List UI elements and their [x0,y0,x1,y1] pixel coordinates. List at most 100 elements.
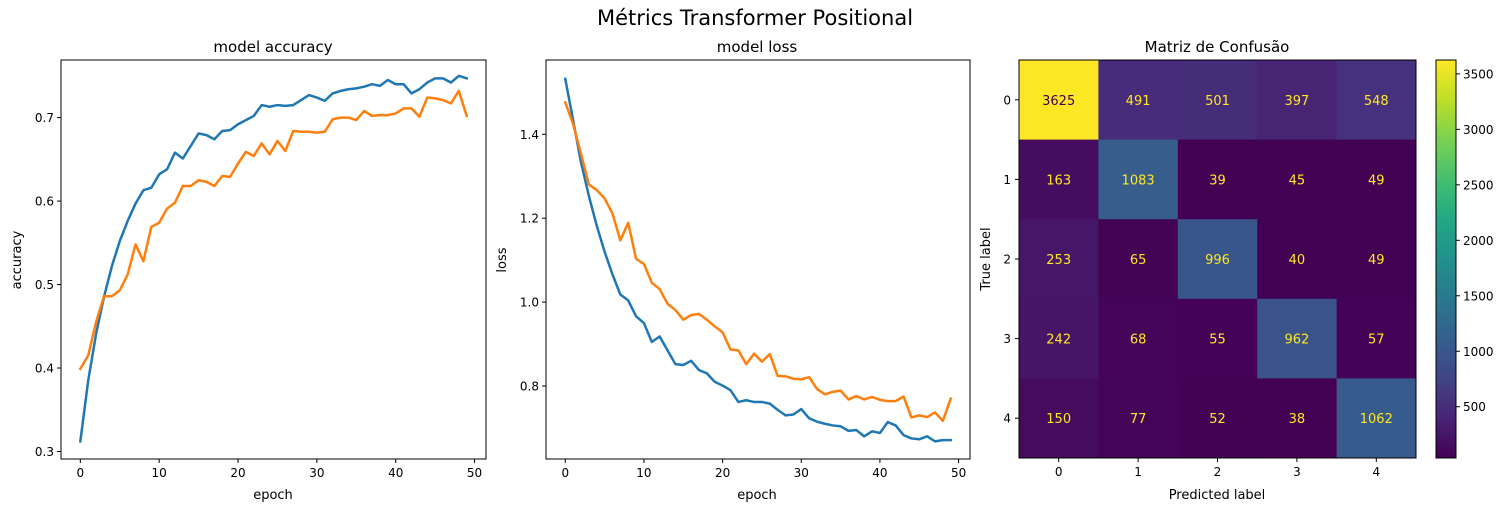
accuracy-chart-title: model accuracy [213,38,332,56]
confusion-matrix-x-tick-label: 1 [1134,465,1142,479]
colorbar-tick-label: 1000 [1463,345,1494,359]
matrix-cell [1019,298,1099,379]
matrix-cell-value: 55 [1209,333,1226,348]
accuracy-x-tick-label: 30 [309,466,324,480]
loss-x-tick-label: 50 [951,466,966,480]
colorbar-tick-label: 1500 [1463,289,1494,303]
matrix-cell [1098,139,1179,220]
confusion-matrix-title: Matriz de Confusão [1145,38,1290,56]
matrix-cell-value: 491 [1126,94,1151,109]
matrix-cell-value: 1062 [1360,412,1393,427]
figure-title: Métrics Transformer Positional [597,6,913,30]
matrix-cell-value: 548 [1364,94,1389,109]
accuracy-x-tick-label: 10 [152,466,167,480]
confusion-matrix-x-tick-label: 4 [1372,465,1380,479]
colorbar-tick-label: 2500 [1463,178,1494,192]
loss-x-tick-label: 30 [794,466,809,480]
matrix-cell-value: 242 [1046,333,1071,348]
matrix-cell-value: 150 [1046,412,1071,427]
confusion-matrix-x-tick-label: 2 [1214,465,1222,479]
accuracy-series-2-line [78,89,469,371]
matrix-cell-value: 49 [1368,173,1385,188]
accuracy-y-tick-label: 0.7 [35,111,54,125]
matrix-cell-value: 3625 [1042,94,1075,109]
accuracy-x-tick-label: 20 [230,466,245,480]
matrix-cell [1098,60,1179,141]
matrix-cell-value: 65 [1130,253,1147,268]
matrix-cell-value: 40 [1289,253,1306,268]
confusion-matrix-x-tick-label: 0 [1055,465,1063,479]
matrix-cell [1257,378,1338,459]
matrix-cell-value: 397 [1284,94,1309,109]
loss-series-1-line [563,77,952,443]
loss-y-tick-label: 1.0 [520,296,539,310]
matrix-cell [1336,60,1417,141]
matrix-cell [1257,139,1338,220]
loss-series-2-line [563,100,953,423]
colorbar-tick-label: 3000 [1463,123,1494,137]
confusion-matrix-chart: Matriz de Confusão Predicted label True … [979,38,1494,503]
matrix-cell [1177,378,1258,459]
matrix-cell-value: 163 [1046,173,1071,188]
matrix-cell [1098,298,1179,379]
matrix-cell-value: 38 [1289,412,1306,427]
accuracy-y-tick-label: 0.6 [35,195,54,209]
colorbar-tick-label: 500 [1463,400,1486,414]
loss-x-tick-label: 20 [715,466,730,480]
accuracy-x-tick-label: 0 [76,466,84,480]
matrix-cell [1177,219,1258,300]
matrix-cell-value: 49 [1368,253,1385,268]
matrix-cell [1019,60,1099,141]
matrix-cell [1019,378,1099,459]
accuracy-plot-frame [60,59,487,460]
confusion-matrix-y-label: True label [979,227,994,291]
confusion-matrix-x-tick-label: 3 [1293,465,1301,479]
matrix-cell [1257,219,1338,300]
confusion-matrix-y-tick-label: 2 [1003,253,1011,267]
matrix-cell [1336,298,1417,379]
accuracy-x-tick-label: 40 [388,466,403,480]
matrix-cell-value: 68 [1130,333,1147,348]
colorbar: 500 1000 1500 2000 2500 3000 3500 [1435,59,1494,459]
accuracy-plot-area: 0 10 20 30 40 50 0.3 0.4 0.5 0.6 0.7 [35,59,487,480]
matrix-cell [1098,219,1179,300]
loss-x-label: epoch [737,488,777,503]
matrix-cell-value: 996 [1205,253,1230,268]
accuracy-y-tick-label: 0.5 [35,278,54,292]
loss-x-tick-label: 40 [872,466,887,480]
matrix-cell-value: 1083 [1122,173,1155,188]
matrix-cell-value: 39 [1209,173,1226,188]
matrix-cell-value: 52 [1209,412,1226,427]
matrix-cell [1019,139,1099,220]
matrix-cell [1098,378,1179,459]
matrix-cell-value: 77 [1130,412,1147,427]
matrix-cell [1177,139,1258,220]
accuracy-y-tick-label: 0.3 [35,445,54,459]
confusion-matrix-x-label: Predicted label [1169,488,1266,503]
accuracy-x-tick-label: 50 [467,466,482,480]
matrix-cell [1019,219,1099,300]
loss-x-tick-label: 10 [636,466,651,480]
accuracy-y-tick-label: 0.4 [35,362,54,376]
matrix-cell [1177,60,1258,141]
confusion-matrix-y-tick-label: 3 [1003,332,1011,346]
matrix-cell [1336,219,1417,300]
loss-chart: model loss epoch loss 0 10 20 30 40 50 0.8 1.0 1… [495,38,971,503]
colorbar-tick-label: 3500 [1463,67,1494,81]
loss-x-tick-label: 0 [561,466,569,480]
confusion-matrix-y-tick-label: 0 [1003,93,1011,107]
matrix-cell-value: 253 [1046,253,1071,268]
accuracy-y-label: accuracy [10,230,25,289]
matrix-cell-value: 962 [1284,333,1309,348]
loss-y-label: loss [495,247,510,272]
matrix-cell-value: 501 [1205,94,1230,109]
loss-y-tick-label: 0.8 [520,379,539,393]
colorbar-tick-label: 2000 [1463,234,1494,248]
matrix-cell-value: 45 [1289,173,1306,188]
loss-y-tick-label: 1.4 [520,128,539,142]
confusion-matrix-y-tick-label: 4 [1003,412,1011,426]
matrix-cell [1177,298,1258,379]
matrix-cell-value: 57 [1368,333,1385,348]
